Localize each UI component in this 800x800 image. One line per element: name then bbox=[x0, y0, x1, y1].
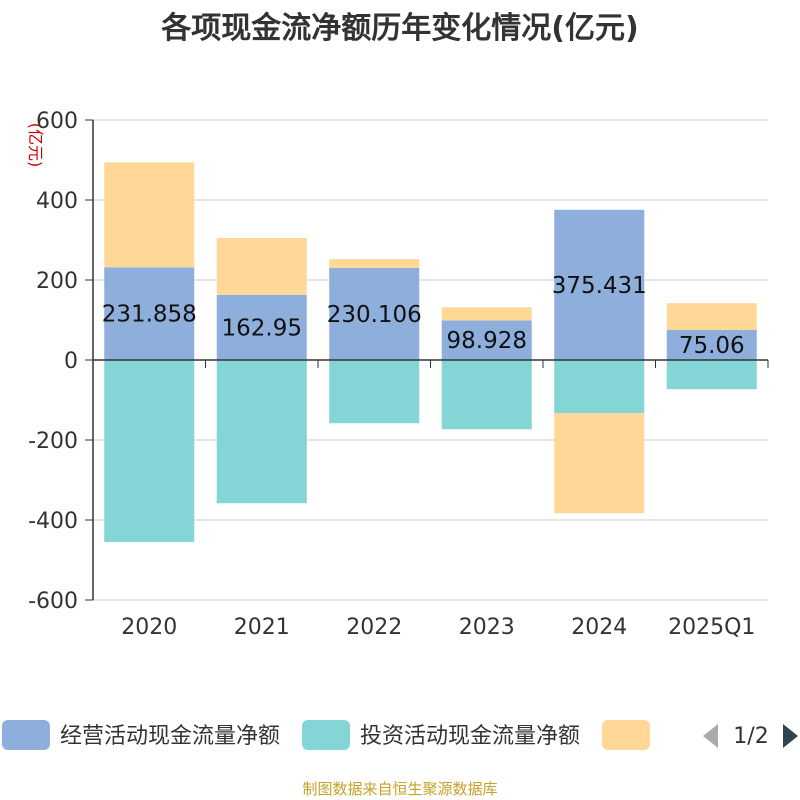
x-tick-label: 2021 bbox=[234, 615, 290, 640]
legend-label[interactable]: 投资活动现金流量净额 bbox=[360, 724, 580, 749]
y-tick-label: 200 bbox=[36, 269, 78, 294]
x-tick-label: 2025Q1 bbox=[668, 615, 755, 640]
chart-title: 各项现金流净额历年变化情况(亿元) bbox=[160, 11, 638, 46]
bar-segment[interactable] bbox=[329, 360, 420, 424]
x-tick-label: 2023 bbox=[459, 615, 515, 640]
bar-segment[interactable] bbox=[216, 360, 307, 504]
y-tick-label: -200 bbox=[28, 429, 78, 454]
bar-segment[interactable] bbox=[441, 307, 532, 321]
y-axis-unit: (亿元) bbox=[26, 123, 45, 168]
legend-next-icon[interactable] bbox=[783, 724, 798, 748]
bar-segment[interactable] bbox=[441, 360, 532, 430]
data-label: 162.95 bbox=[222, 315, 302, 341]
bar-segment[interactable] bbox=[216, 294, 307, 360]
bar-segment[interactable] bbox=[666, 303, 757, 330]
data-label: 75.06 bbox=[679, 333, 745, 359]
legend-swatch[interactable] bbox=[2, 720, 50, 750]
y-tick-label: 600 bbox=[36, 109, 78, 134]
legend-page-indicator: 1/2 bbox=[733, 724, 768, 749]
bar-segment[interactable] bbox=[441, 320, 532, 360]
y-tick-label: -600 bbox=[28, 589, 78, 614]
bar-segment[interactable] bbox=[104, 162, 195, 268]
y-tick-label: -400 bbox=[28, 509, 78, 534]
bar-segment[interactable] bbox=[104, 360, 195, 542]
data-label: 230.106 bbox=[327, 302, 422, 328]
data-label: 231.858 bbox=[102, 302, 197, 328]
bar-segment[interactable] bbox=[554, 413, 645, 514]
bars bbox=[104, 162, 757, 542]
y-tick-label: 0 bbox=[64, 349, 78, 374]
bar-segment[interactable] bbox=[329, 267, 420, 360]
legend: 经营活动现金流量净额 投资活动现金流量净额 1/2 bbox=[2, 720, 798, 750]
legend-swatch[interactable] bbox=[302, 720, 350, 750]
x-tick-label: 2020 bbox=[121, 615, 177, 640]
bar-segment[interactable] bbox=[554, 360, 645, 414]
data-label: 375.431 bbox=[552, 273, 647, 299]
legend-swatch[interactable] bbox=[602, 720, 650, 750]
y-tick-label: 400 bbox=[36, 189, 78, 214]
bar-segment[interactable] bbox=[554, 209, 645, 360]
data-labels: 231.858 162.95 230.106 98.928 375.431 75.06 bbox=[102, 273, 745, 359]
bar-segment[interactable] bbox=[104, 267, 195, 360]
x-tick-label: 2022 bbox=[346, 615, 402, 640]
data-source: 制图数据来自恒生聚源数据库 bbox=[302, 780, 497, 798]
tick-labels: 600 400 200 0 -200 -400 -600 2020 2021 2022 2023 20… bbox=[28, 109, 755, 640]
axes bbox=[85, 119, 769, 601]
bar-segment[interactable] bbox=[329, 259, 420, 268]
legend-prev-icon[interactable] bbox=[703, 724, 718, 748]
bar-segment[interactable] bbox=[666, 360, 757, 390]
bar-segment[interactable] bbox=[216, 238, 307, 295]
x-tick-label: 2024 bbox=[571, 615, 627, 640]
data-label: 98.928 bbox=[447, 328, 527, 354]
bar-segment[interactable] bbox=[666, 329, 757, 360]
legend-label[interactable]: 经营活动现金流量净额 bbox=[60, 724, 280, 749]
